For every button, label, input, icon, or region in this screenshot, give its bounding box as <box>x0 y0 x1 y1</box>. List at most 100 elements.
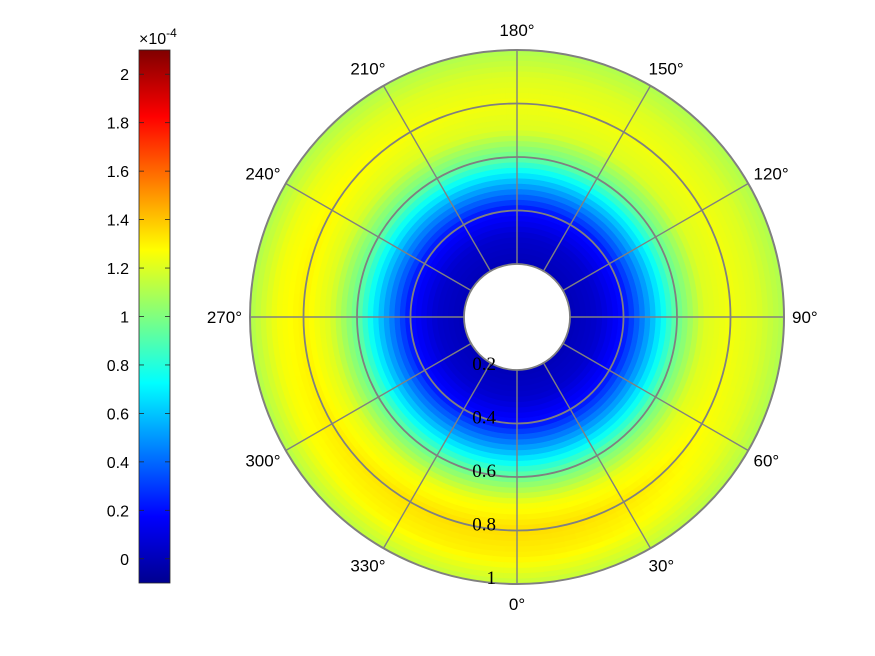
heatmap-cell <box>459 107 474 117</box>
heatmap-cell <box>540 196 549 204</box>
heatmap-cell <box>517 572 534 580</box>
heatmap-cell <box>314 285 322 299</box>
heatmap-cell <box>271 291 279 307</box>
heatmap-cell <box>720 221 732 237</box>
heatmap-cell <box>508 177 517 185</box>
heatmap-cell <box>432 502 447 513</box>
heatmap-cell <box>633 302 640 311</box>
heatmap-cell <box>393 72 411 86</box>
heatmap-cell <box>526 502 540 510</box>
heatmap-cell <box>262 235 274 254</box>
heatmap-cell <box>432 299 439 306</box>
heatmap-cell <box>621 101 638 114</box>
heatmap-cell <box>320 219 332 235</box>
heatmap-cell <box>405 531 422 543</box>
heatmap-cell <box>708 314 716 328</box>
heatmap-cell <box>452 310 459 315</box>
heatmap-cell <box>393 317 401 325</box>
heatmap-cell <box>394 329 402 338</box>
heatmap-cell <box>282 419 295 437</box>
heatmap-cell <box>393 304 401 313</box>
heatmap-cell <box>309 284 317 298</box>
heatmap-cell <box>558 107 573 116</box>
heatmap-cell <box>750 289 758 305</box>
heatmap-cell <box>531 453 542 461</box>
heatmap-cell <box>280 254 291 271</box>
heatmap-cell <box>440 545 458 556</box>
heatmap-cell <box>389 296 396 306</box>
heatmap-cell <box>521 199 530 206</box>
heatmap-cell <box>503 567 520 574</box>
heatmap-cell <box>686 296 694 309</box>
heatmap-cell <box>384 337 393 347</box>
heatmap-cell <box>522 177 532 185</box>
heatmap-cell <box>431 308 438 314</box>
heatmap-cell <box>564 125 579 135</box>
heatmap-cell <box>495 513 509 521</box>
heatmap-cell <box>671 366 681 379</box>
heatmap-cell <box>633 309 641 317</box>
heatmap-cell <box>434 565 452 577</box>
heatmap-cell <box>275 253 285 270</box>
heatmap-cell <box>434 497 449 508</box>
heatmap-cell <box>495 518 509 526</box>
heatmap-cell <box>724 454 739 472</box>
heatmap-cell <box>649 308 657 317</box>
heatmap-cell <box>456 538 472 548</box>
heatmap-cell <box>682 315 689 326</box>
heatmap-cell <box>493 108 507 116</box>
heatmap-cell <box>729 243 740 259</box>
heatmap-cell <box>623 548 641 562</box>
heatmap-cell <box>537 506 551 514</box>
heatmap-cell <box>496 443 505 451</box>
heatmap-cell <box>319 327 327 340</box>
heatmap-cell <box>654 322 662 333</box>
heatmap-cell <box>449 520 464 530</box>
heatmap-cell <box>526 491 538 499</box>
heatmap-cell <box>734 326 742 341</box>
heatmap-cell <box>490 436 500 445</box>
heatmap-cell <box>426 82 443 94</box>
heatmap-cell <box>523 433 532 440</box>
heatmap-cell <box>425 317 433 323</box>
heatmap-cell <box>628 86 646 100</box>
heatmap-cell <box>727 256 737 272</box>
heatmap-cell <box>444 501 458 512</box>
heatmap-cell <box>297 399 309 416</box>
heatmap-cell <box>586 525 602 536</box>
heatmap-cell <box>575 319 582 324</box>
heatmap-cell <box>281 304 288 320</box>
heatmap-cell <box>404 317 411 325</box>
heatmap-cell <box>426 298 434 305</box>
heatmap-cell <box>581 554 599 566</box>
heatmap-cell <box>580 319 587 325</box>
heatmap-cell <box>431 58 450 70</box>
heatmap-cell <box>500 54 517 62</box>
heatmap-cell <box>750 326 758 343</box>
heatmap-cell <box>306 225 318 241</box>
heatmap-cell <box>703 304 710 317</box>
heatmap-cell <box>326 234 337 249</box>
heatmap-cell <box>340 260 350 274</box>
heatmap-cell <box>527 237 534 245</box>
heatmap-cell <box>259 249 270 267</box>
heatmap-cell <box>536 376 543 384</box>
heatmap-cell <box>295 207 308 224</box>
heatmap-cell <box>447 105 462 115</box>
heatmap-cell <box>530 173 540 181</box>
heatmap-cell <box>335 317 342 329</box>
heatmap-cell <box>492 545 508 553</box>
heatmap-cell <box>566 499 581 509</box>
heatmap-cell <box>421 561 439 573</box>
heatmap-cell <box>707 294 715 307</box>
heatmap-cell <box>307 261 316 276</box>
heatmap-cell <box>612 321 619 328</box>
heatmap-cell <box>503 108 517 115</box>
heatmap-cell <box>500 215 507 223</box>
heatmap-cell <box>618 76 637 89</box>
heatmap-cell <box>515 183 525 190</box>
heatmap-cell <box>499 422 507 429</box>
heatmap-cell <box>291 219 303 236</box>
heatmap-cell <box>714 368 725 384</box>
heatmap-cell <box>517 407 524 414</box>
